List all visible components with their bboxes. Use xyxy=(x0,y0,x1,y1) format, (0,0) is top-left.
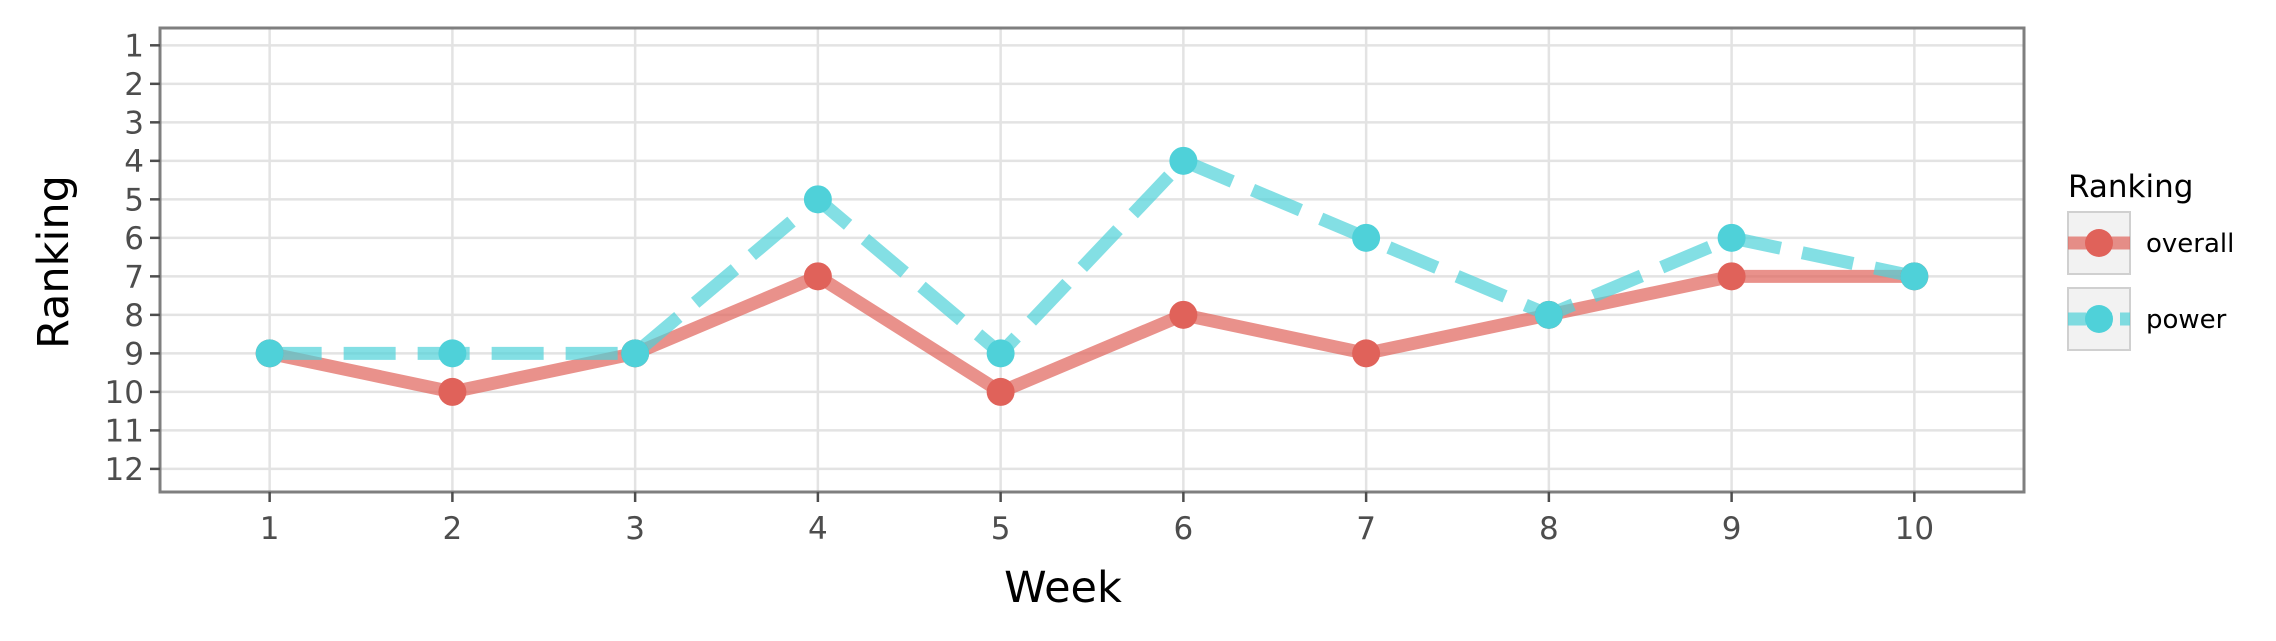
point-power xyxy=(438,339,467,368)
y-tick-label: 10 xyxy=(105,375,144,411)
x-tick-label: 2 xyxy=(443,511,463,547)
legend-label-power: power xyxy=(2146,305,2227,335)
y-tick-label: 7 xyxy=(124,259,144,295)
point-overall xyxy=(803,262,832,291)
legend: Ranking overall power xyxy=(2067,169,2234,351)
point-power xyxy=(803,185,832,214)
y-axis-title: Ranking xyxy=(29,175,79,349)
point-overall xyxy=(1717,262,1746,291)
series-line-power xyxy=(269,154,1916,360)
legend-label-overall: overall xyxy=(2146,229,2234,259)
y-tick-label: 6 xyxy=(124,221,144,257)
legend-key-point-overall xyxy=(2085,229,2113,257)
x-tick-label: 3 xyxy=(625,511,645,547)
y-tick-label: 3 xyxy=(124,105,144,141)
y-tick-label: 12 xyxy=(105,452,144,488)
grid xyxy=(160,28,2024,492)
series-lines xyxy=(268,154,1916,399)
series-line-overall xyxy=(268,269,1915,399)
point-power xyxy=(1352,223,1381,252)
y-tick-label: 5 xyxy=(124,182,144,218)
x-tick-label: 7 xyxy=(1356,511,1376,547)
x-tick-label: 5 xyxy=(991,511,1011,547)
point-overall xyxy=(986,377,1015,406)
x-tick-label: 8 xyxy=(1539,511,1559,547)
x-tick-label: 6 xyxy=(1174,511,1194,547)
x-tick-label: 9 xyxy=(1722,511,1742,547)
x-axis: 1 2 3 4 5 6 7 8 9 10 xyxy=(260,492,1934,547)
series-points xyxy=(255,146,1929,406)
point-overall xyxy=(438,377,467,406)
y-tick-label: 1 xyxy=(124,28,144,64)
x-tick-label: 1 xyxy=(260,511,280,547)
point-power xyxy=(1169,146,1198,175)
legend-title: Ranking xyxy=(2068,169,2193,205)
point-power xyxy=(1717,223,1746,252)
y-tick-label: 4 xyxy=(124,144,144,180)
point-power xyxy=(1534,300,1563,329)
legend-key-point-power xyxy=(2085,305,2113,333)
point-overall xyxy=(1352,339,1381,368)
point-power xyxy=(986,339,1015,368)
y-tick-label: 8 xyxy=(124,298,144,334)
y-tick-label: 9 xyxy=(124,336,144,372)
point-power xyxy=(255,339,284,368)
plot-border xyxy=(158,26,2026,494)
y-tick-label: 11 xyxy=(105,413,144,449)
point-power xyxy=(1900,262,1929,291)
x-tick-label: 4 xyxy=(808,511,828,547)
point-power xyxy=(621,339,650,368)
x-tick-label: 10 xyxy=(1895,511,1934,547)
x-axis-title: Week xyxy=(1004,563,1122,613)
y-tick-label: 2 xyxy=(124,67,144,103)
point-overall xyxy=(1169,300,1198,329)
